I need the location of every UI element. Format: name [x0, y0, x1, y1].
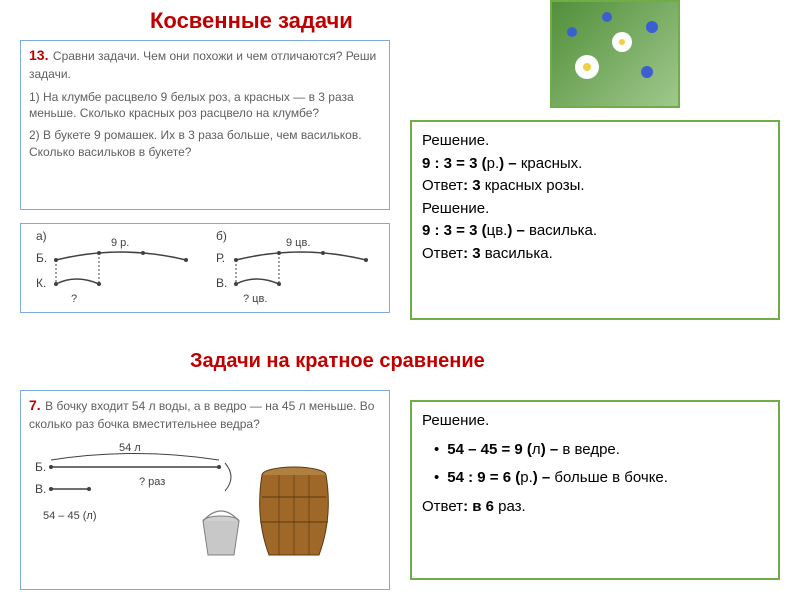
- page-title: Косвенные задачи: [150, 8, 353, 34]
- diag13-label-a: а): [36, 229, 47, 243]
- problem-7-text: В бочку входит 54 л воды, а в ведро — на…: [29, 399, 374, 431]
- problem-13-part1: 1) На клумбе расцвело 9 белых роз, а кра…: [29, 89, 381, 121]
- section-subtitle: Задачи на кратное сравнение: [190, 350, 485, 373]
- sol7-line1: Решение.: [422, 410, 768, 433]
- sol13-line6: Ответ: 3 василька.: [422, 243, 768, 266]
- svg-text:К.: К.: [36, 276, 46, 290]
- svg-text:?: ?: [71, 293, 77, 305]
- svg-text:9 цв.: 9 цв.: [286, 237, 310, 249]
- svg-text:54 л: 54 л: [119, 442, 141, 454]
- sol7-item1: 54 – 45 = 9 (л) – в ведре.: [434, 439, 768, 462]
- sol13-line5: 9 : 3 = 3 (цв.) – василька.: [422, 220, 768, 243]
- svg-text:Б.: Б.: [36, 251, 47, 265]
- svg-text:9 р.: 9 р.: [111, 237, 129, 249]
- svg-text:? цв.: ? цв.: [243, 293, 267, 305]
- svg-text:В.: В.: [216, 276, 227, 290]
- svg-text:Б.: Б.: [35, 460, 46, 474]
- sol7-line4: Ответ: в 6 раз.: [422, 496, 768, 519]
- diag13-label-b: б): [216, 229, 227, 243]
- problem-7-box: 7. В бочку входит 54 л воды, а в ведро —…: [20, 390, 390, 590]
- diagram-13: а) б) Б. 9 р. К. ? Р. 9 цв. В. ? цв.: [20, 223, 390, 313]
- svg-text:? раз: ? раз: [139, 476, 165, 488]
- problem-7-number: 7.: [29, 397, 41, 413]
- sol13-line3: Ответ: 3 красных розы.: [422, 175, 768, 198]
- svg-text:В.: В.: [35, 482, 46, 496]
- svg-text:54 – 45 (л): 54 – 45 (л): [43, 510, 97, 522]
- solution-13-box: Решение. 9 : 3 = 3 (р.) – красных. Ответ…: [410, 120, 780, 320]
- svg-text:Р.: Р.: [216, 251, 225, 265]
- problem-13-part2: 2) В букете 9 ромашек. Их в 3 раза больш…: [29, 127, 381, 159]
- sol13-line2: 9 : 3 = 3 (р.) – красных.: [422, 153, 768, 176]
- flower-image: [550, 0, 680, 108]
- problem-13-intro: Сравни задачи. Чем они похожи и чем отли…: [29, 49, 376, 81]
- problem-13-box: 13. Сравни задачи. Чем они похожи и чем …: [20, 40, 390, 210]
- sol13-line1: Решение.: [422, 130, 768, 153]
- solution-7-box: Решение. 54 – 45 = 9 (л) – в ведре. 54 :…: [410, 400, 780, 580]
- sol13-line4: Решение.: [422, 198, 768, 221]
- problem-13-number: 13.: [29, 47, 48, 63]
- sol7-item2: 54 : 9 = 6 (р.) – больше в бочке.: [434, 467, 768, 490]
